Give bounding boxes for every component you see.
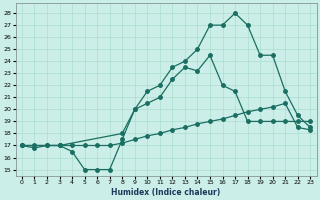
X-axis label: Humidex (Indice chaleur): Humidex (Indice chaleur) <box>111 188 221 197</box>
